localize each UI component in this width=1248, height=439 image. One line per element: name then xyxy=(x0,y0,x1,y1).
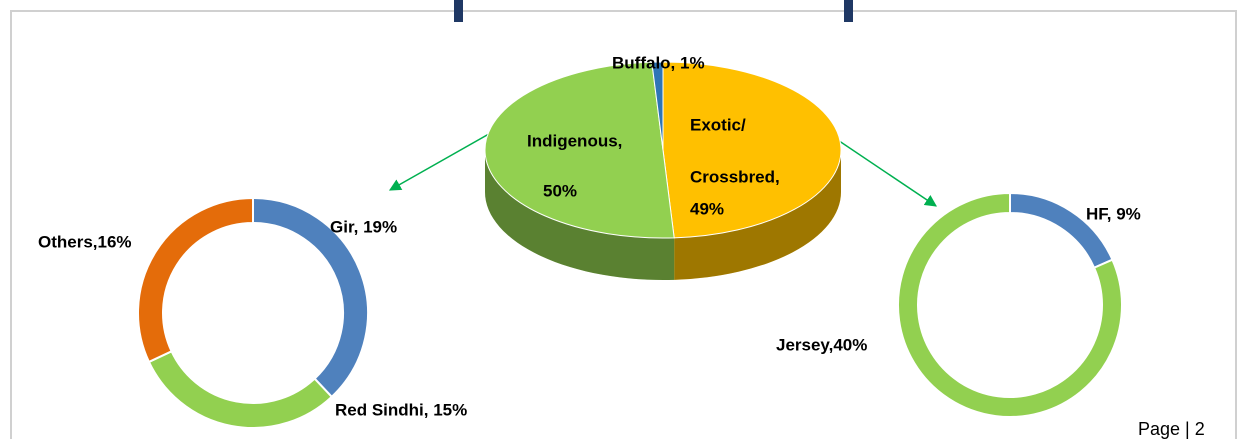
page-number: Page | 2 xyxy=(1138,419,1205,439)
data-label: Red Sindhi, 15% xyxy=(335,400,467,419)
frame xyxy=(10,10,1237,439)
pie-side-shade xyxy=(674,150,841,280)
data-label: Others,16% xyxy=(38,232,132,251)
data-label: 50% xyxy=(543,181,577,200)
header-bar xyxy=(454,0,463,22)
pie-slice xyxy=(484,61,675,239)
data-label: HF, 9% xyxy=(1086,204,1141,223)
donut-segment xyxy=(147,349,334,429)
pie-slice xyxy=(662,61,842,239)
data-label: Crossbred, xyxy=(690,167,780,186)
pie-side xyxy=(674,150,841,280)
donut-segment xyxy=(137,196,254,364)
pie-side-shade xyxy=(485,150,675,280)
pie-slice xyxy=(651,61,664,151)
pie-side xyxy=(485,150,675,280)
header-bar xyxy=(844,0,853,22)
data-label: Jersey,40% xyxy=(776,335,867,354)
data-label: Buffalo, 1% xyxy=(612,53,705,72)
donut-segment xyxy=(897,191,1123,418)
data-label: Exotic/ xyxy=(690,115,746,134)
data-label: Gir, 19% xyxy=(330,217,397,236)
data-label: Indigenous, xyxy=(527,131,622,150)
data-label: 49% xyxy=(690,199,724,218)
